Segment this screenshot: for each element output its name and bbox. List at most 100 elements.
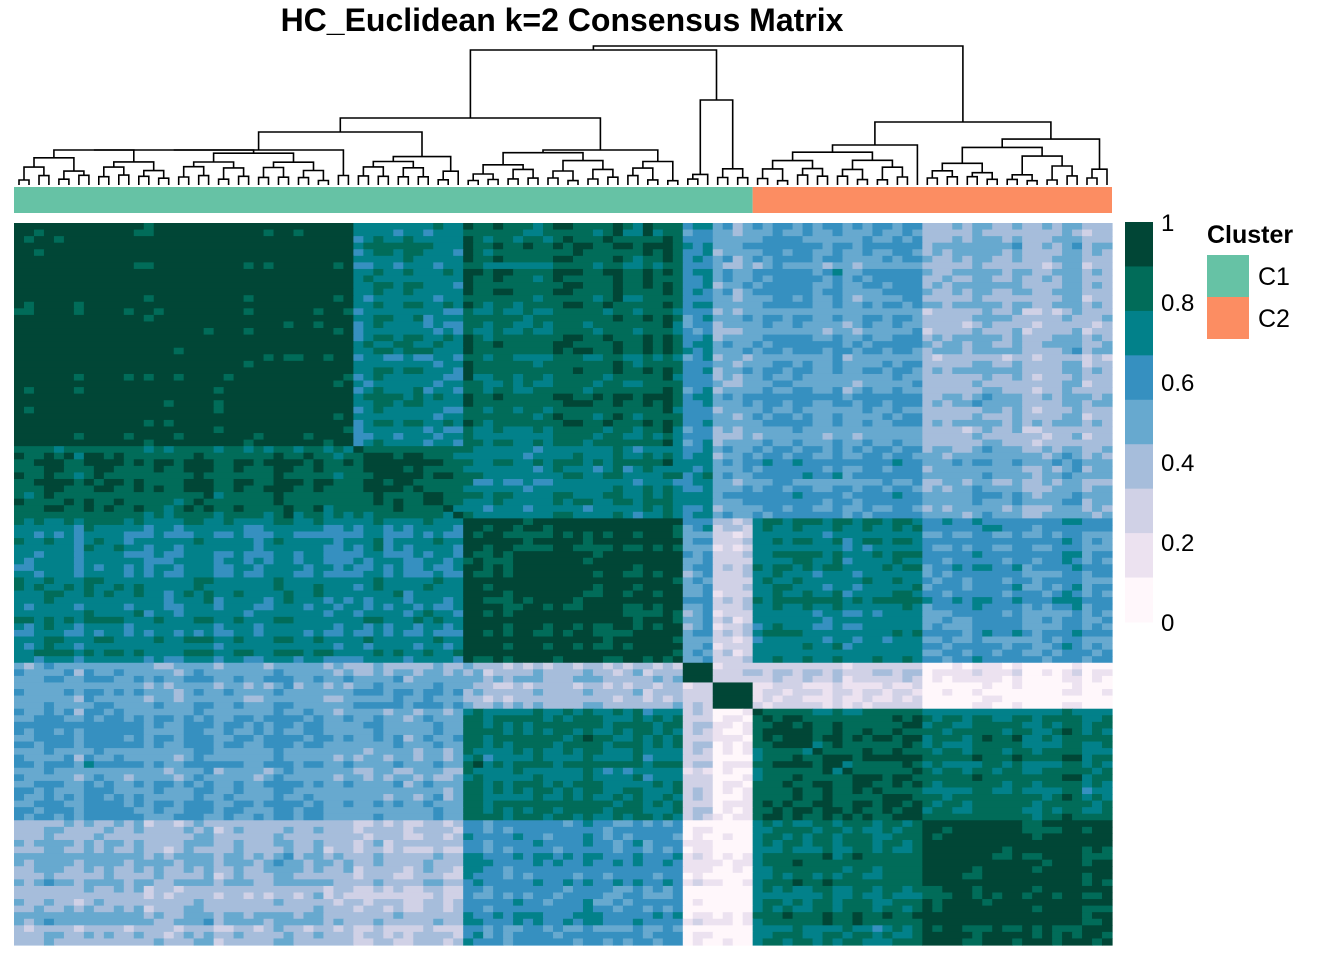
heatmap-cell [523, 662, 534, 670]
heatmap-cell [1042, 262, 1053, 270]
heatmap-cell [14, 472, 25, 480]
heatmap-cell [842, 472, 854, 480]
heatmap-cell [762, 373, 774, 382]
heatmap-cell [553, 544, 574, 552]
heatmap-cell [403, 800, 424, 808]
heatmap-cell [353, 859, 374, 867]
heatmap-cell [712, 492, 724, 500]
heatmap-cell [313, 465, 325, 474]
heatmap-cell [582, 682, 604, 690]
heatmap-cell [353, 557, 364, 565]
heatmap-cell [1062, 380, 1083, 388]
heatmap-cell [672, 662, 684, 670]
dendrogram-branch [437, 179, 449, 185]
heatmap-cell [443, 268, 454, 277]
heatmap-cell [263, 557, 275, 565]
heatmap-cell [672, 505, 684, 513]
heatmap-cell [203, 505, 215, 513]
heatmap-cell [103, 478, 125, 487]
heatmap-cell [63, 459, 85, 467]
heatmap-cell [942, 393, 963, 401]
heatmap-cell [782, 715, 804, 723]
heatmap-cell [862, 341, 874, 349]
heatmap-cell [852, 846, 874, 854]
heatmap-cell [762, 505, 784, 513]
dendrogram-branch [222, 167, 245, 180]
heatmap-cell [283, 833, 364, 841]
heatmap-cell [23, 557, 35, 565]
heatmap-cell [1022, 341, 1043, 349]
heatmap-cell [303, 761, 325, 769]
heatmap-cell [862, 419, 874, 428]
heatmap-cell [782, 367, 794, 375]
heatmap-cell [982, 295, 1063, 303]
heatmap-cell [852, 295, 864, 303]
heatmap-cell [14, 400, 165, 408]
heatmap-cell [33, 616, 45, 624]
heatmap-cell [942, 780, 1003, 789]
heatmap-cell [443, 702, 454, 710]
heatmap-cell [642, 715, 654, 723]
heatmap-cell [982, 321, 993, 329]
heatmap-cell [373, 334, 394, 342]
heatmap-cell [293, 853, 305, 861]
heatmap-cell [712, 557, 754, 565]
heatmap-cell [1002, 780, 1013, 789]
heatmap-cell [463, 295, 534, 303]
dendrogram-branch [986, 178, 998, 185]
heatmap-cell [1042, 472, 1063, 480]
heatmap-cell [862, 498, 923, 506]
heatmap-cell [563, 748, 574, 756]
heatmap-cell [942, 728, 953, 736]
heatmap-cell [892, 321, 903, 329]
heatmap-cell [243, 295, 255, 303]
heatmap-cell [752, 577, 764, 585]
heatmap-cell [123, 859, 135, 867]
heatmap-cell [143, 511, 155, 519]
heatmap-cell [972, 734, 983, 743]
heatmap-cell [1032, 748, 1043, 756]
heatmap-cell [1012, 242, 1023, 250]
heatmap-cell [692, 853, 704, 861]
heatmap-cell [153, 551, 165, 559]
heatmap-cell [453, 354, 464, 362]
heatmap-cell [323, 321, 354, 329]
heatmap-cell [443, 334, 454, 342]
heatmap-cell [592, 538, 684, 546]
heatmap-cell [363, 485, 404, 493]
heatmap-cell [1072, 643, 1083, 651]
heatmap-cell [363, 387, 374, 395]
heatmap-cell [992, 459, 1013, 467]
heatmap-cell [682, 754, 714, 762]
heatmap-cell [712, 249, 724, 257]
heatmap-cell [572, 662, 584, 670]
heatmap-cell [493, 498, 504, 506]
heatmap-cell [483, 334, 494, 342]
heatmap-cell [1042, 721, 1053, 729]
heatmap-cell [602, 459, 614, 467]
heatmap-cell [852, 354, 923, 362]
heatmap-cell [772, 380, 794, 388]
heatmap-cell [722, 472, 734, 480]
heatmap-cell [812, 314, 834, 323]
heatmap-cell [1082, 557, 1093, 565]
heatmap-cell [553, 433, 594, 441]
heatmap-cell [243, 262, 255, 270]
heatmap-cell [772, 721, 794, 729]
heatmap-cell [93, 839, 105, 848]
heatmap-cell [982, 393, 993, 401]
heatmap-cell [682, 774, 714, 782]
heatmap-cell [832, 387, 844, 395]
heatmap-cell [682, 597, 714, 605]
heatmap-cell [912, 715, 923, 723]
heatmap-cell [353, 387, 364, 395]
heatmap-cell [872, 669, 893, 677]
heatmap-cell [43, 826, 65, 835]
heatmap-cell [612, 465, 624, 474]
heatmap-cell [493, 334, 564, 342]
heatmap-cell [952, 675, 1003, 684]
heatmap-cell [523, 485, 534, 493]
heatmap-cell [892, 636, 923, 644]
heatmap-cell [942, 478, 963, 487]
heatmap-cell [113, 465, 155, 474]
